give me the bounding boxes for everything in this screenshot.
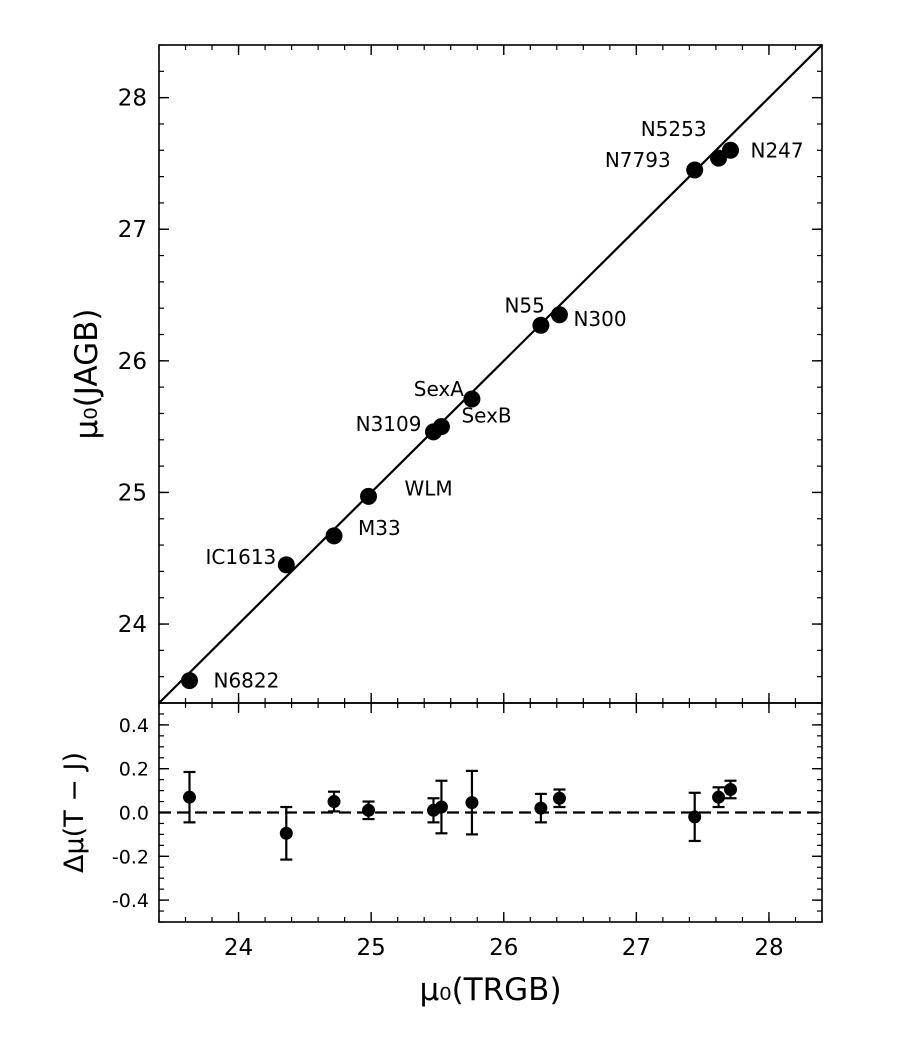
data-point-m33 xyxy=(325,527,343,545)
point-label-sexa: SexA xyxy=(414,377,464,401)
bottom-y-tick-label: -0.2 xyxy=(112,846,149,868)
top-y-tick-label: 24 xyxy=(118,612,147,638)
residual-point xyxy=(182,790,196,804)
x-tick-label: 24 xyxy=(224,935,253,961)
identity-line xyxy=(159,45,822,703)
data-point-n5253 xyxy=(710,149,728,167)
residual-point xyxy=(362,803,376,817)
data-point-n300 xyxy=(550,306,568,324)
point-label-n300: N300 xyxy=(573,307,626,331)
data-point-sexb xyxy=(432,418,450,436)
point-label-n6822: N6822 xyxy=(213,669,279,693)
residual-point xyxy=(465,796,479,810)
point-label-n3109: N3109 xyxy=(356,412,422,436)
data-point-ic1613 xyxy=(277,556,295,574)
data-point-sexa xyxy=(463,390,481,408)
data-point-n7793 xyxy=(686,161,704,179)
point-label-m33: M33 xyxy=(358,516,401,540)
data-point-n247 xyxy=(722,141,740,159)
point-label-n5253: N5253 xyxy=(641,117,707,141)
point-label-ic1613: IC1613 xyxy=(206,545,277,569)
data-point-n6822 xyxy=(180,672,198,690)
top-y-tick-label: 27 xyxy=(118,217,147,243)
bottom-y-tick-label: 0.4 xyxy=(119,715,149,737)
top-y-tick-label: 28 xyxy=(118,86,147,112)
bottom-y-axis-title: Δμ(T − J) xyxy=(59,752,90,873)
point-label-wlm: WLM xyxy=(405,476,453,500)
bottom-frame xyxy=(158,702,823,923)
x-axis-title: μ₀(TRGB) xyxy=(419,972,561,1008)
residual-point xyxy=(434,800,448,814)
point-label-n247: N247 xyxy=(751,138,804,162)
bottom-panel: 24 25 26 27 28 -0.4 -0.2 0.0 0.2 0.4 Δμ(T − J) μ₀(T… xyxy=(59,702,823,1008)
x-tick-label: 25 xyxy=(357,935,386,961)
point-label-n7793: N7793 xyxy=(605,148,671,172)
x-tick-label: 27 xyxy=(622,935,651,961)
residual-point xyxy=(327,795,341,809)
bottom-y-tick-label: 0.2 xyxy=(119,759,149,781)
top-y-tick-label: 26 xyxy=(118,349,147,375)
residual-point xyxy=(724,783,738,797)
residual-point xyxy=(534,801,548,815)
point-label-n55: N55 xyxy=(504,293,544,317)
residual-point xyxy=(712,790,726,804)
residual-point xyxy=(552,791,566,805)
x-tick-label: 28 xyxy=(754,935,783,961)
top-y-tick-label: 25 xyxy=(118,480,147,506)
residual-point xyxy=(279,826,293,840)
top-y-axis-title: μ₀(JAGB) xyxy=(69,309,105,440)
data-point-wlm xyxy=(360,487,378,505)
data-point-n55 xyxy=(532,316,550,334)
residual-point xyxy=(688,810,702,824)
bottom-y-tick-label: 0.0 xyxy=(119,803,149,825)
bottom-y-tick-label: -0.4 xyxy=(112,890,149,912)
x-tick-label: 26 xyxy=(489,935,518,961)
point-label-sexb: SexB xyxy=(461,404,511,428)
